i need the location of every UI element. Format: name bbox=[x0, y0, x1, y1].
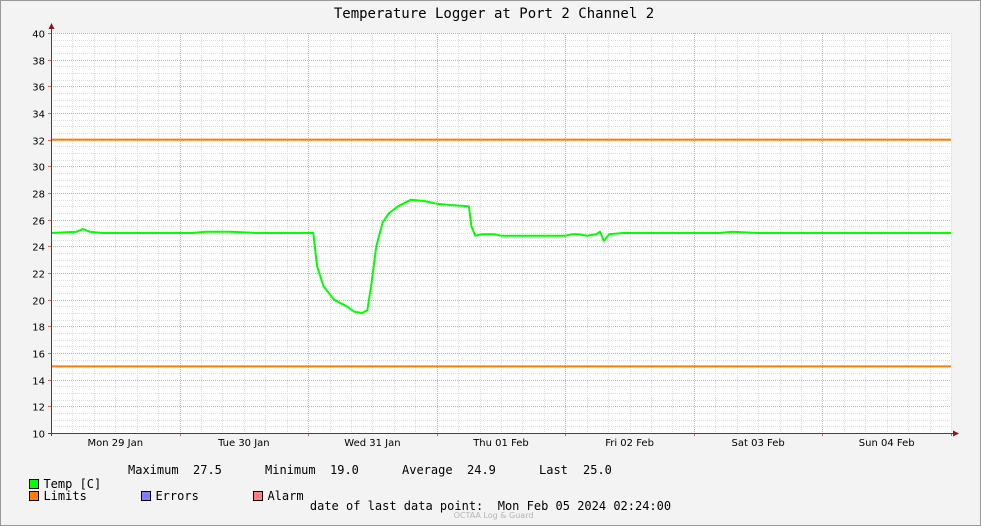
last-data-point-value: Mon Feb 05 2024 02:24:00 bbox=[497, 499, 672, 513]
y-tick-label: 16 bbox=[32, 350, 45, 361]
y-tick-label: 22 bbox=[32, 270, 45, 281]
maximum-value: 27.5 bbox=[193, 463, 222, 477]
axes bbox=[48, 23, 959, 437]
y-tick-label: 12 bbox=[32, 403, 45, 414]
maximum-label: Maximum bbox=[128, 463, 179, 477]
last-data-point-label: date of last data point: bbox=[309, 499, 484, 513]
y-tick-label: 36 bbox=[32, 83, 45, 94]
errors-label: Errors bbox=[155, 489, 199, 503]
legend-row-temp: Temp [C] bbox=[15, 463, 101, 491]
y-tick-label: 10 bbox=[32, 430, 45, 441]
series-lines bbox=[50, 198, 951, 314]
y-tick-label: 38 bbox=[32, 57, 45, 68]
x-tick-label: Wed 31 Jan bbox=[344, 438, 400, 449]
y-tick-label: 40 bbox=[32, 30, 45, 41]
y-tick-label: 14 bbox=[32, 377, 45, 388]
legend-row-limits: Limits bbox=[15, 475, 87, 503]
average-label: Average bbox=[402, 463, 453, 477]
y-tick-label: 26 bbox=[32, 217, 45, 228]
last-data-point: date of last data point: Mon Feb 05 2024… bbox=[0, 499, 981, 513]
chart-title: Temperature Logger at Port 2 Channel 2 bbox=[334, 6, 654, 22]
alarm-swatch bbox=[253, 491, 264, 501]
x-tick-label: Tue 30 Jan bbox=[217, 438, 270, 449]
y-tick-label: 18 bbox=[32, 323, 45, 334]
y-tick-labels: 10 12 14 16 18 20 22 24 26 28 30 32 34 36 38 40 bbox=[32, 30, 45, 441]
alarm-label: Alarm bbox=[267, 489, 304, 503]
temp-swatch bbox=[29, 479, 40, 489]
y-tick-label: 28 bbox=[32, 190, 45, 201]
limits-swatch bbox=[29, 491, 40, 501]
x-tick-label: Sun 04 Feb bbox=[859, 438, 915, 449]
y-tick-label: 32 bbox=[32, 137, 45, 148]
legend-errors: Errors bbox=[127, 475, 199, 503]
y-tick-label: 30 bbox=[32, 163, 45, 174]
last-label: Last bbox=[539, 463, 568, 477]
x-tick-labels: Mon 29 Jan Tue 30 Jan Wed 31 Jan Thu 01 Feb… bbox=[87, 438, 914, 449]
limits-label: Limits bbox=[43, 489, 87, 503]
y-tick-label: 34 bbox=[32, 110, 45, 121]
x-tick-label: Fri 02 Feb bbox=[605, 438, 654, 449]
x-tick-label: Mon 29 Jan bbox=[87, 438, 143, 449]
watermark: OCTAA Log & Guard bbox=[453, 511, 534, 520]
y-axis-arrow bbox=[48, 23, 55, 29]
minimum-label: Minimum bbox=[265, 463, 316, 477]
temp-label: Temp [C] bbox=[43, 477, 102, 491]
temp-series-line bbox=[50, 198, 951, 314]
average-value: 24.9 bbox=[467, 463, 496, 477]
errors-swatch bbox=[141, 491, 152, 501]
x-tick-label: Sat 03 Feb bbox=[732, 438, 785, 449]
x-axis-arrow bbox=[953, 430, 959, 437]
last-value: 25.0 bbox=[583, 463, 612, 477]
y-tick-label: 24 bbox=[32, 243, 45, 254]
minimum-value: 19.0 bbox=[330, 463, 359, 477]
x-tick-label: Thu 01 Feb bbox=[472, 438, 529, 449]
legend-alarm: Alarm bbox=[239, 475, 304, 503]
limit-lines bbox=[51, 138, 951, 368]
y-tick-label: 20 bbox=[32, 297, 45, 308]
